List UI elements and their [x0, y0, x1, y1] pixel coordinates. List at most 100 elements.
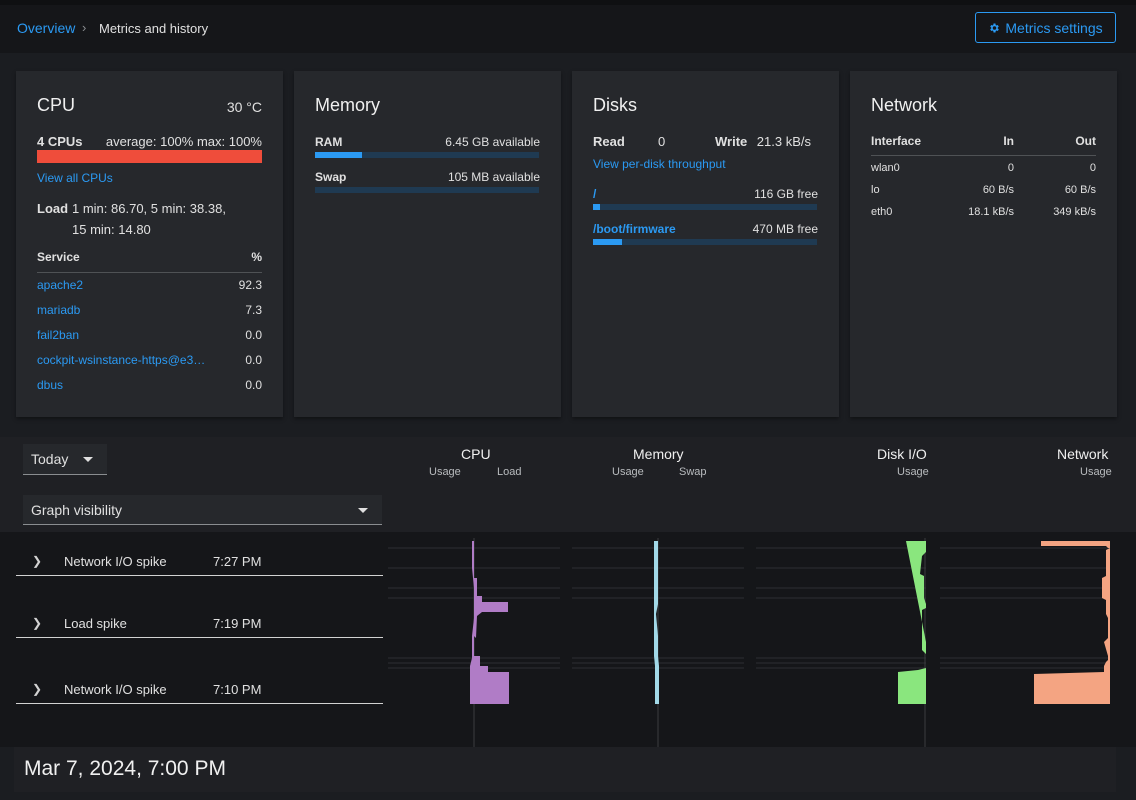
service-percent: 7.3	[245, 303, 262, 317]
service-percent: 0.0	[245, 378, 262, 392]
cpu-temperature: 30 °C	[226, 99, 262, 115]
service-divider	[37, 272, 262, 273]
disks-card: Disks Read 0 Write 21.3 kB/s View per-di…	[572, 71, 839, 417]
memory-swap-subhead: Swap	[679, 466, 707, 478]
memory-usage-subhead: Usage	[612, 466, 644, 478]
service-percent: 0.0	[245, 328, 262, 342]
network-column-title: Network	[1057, 446, 1109, 462]
ram-value: 6.45 GB available	[445, 135, 540, 149]
interface-name: eth0	[871, 206, 893, 218]
cpu-column-title: CPU	[461, 446, 491, 462]
write-label: Write	[715, 134, 748, 149]
cpu-count: 4 CPUs	[37, 134, 83, 149]
per-disk-throughput-link[interactable]: View per-disk throughput	[593, 157, 726, 171]
interface-header: Interface	[871, 134, 922, 148]
service-percent: 92.3	[238, 278, 262, 292]
chevron-right-icon: ❯	[32, 616, 43, 630]
time-range-dropdown[interactable]: Today	[23, 444, 107, 475]
history-graphs	[388, 538, 1110, 747]
service-percent: 0.0	[245, 353, 262, 367]
cpu-card: CPU 30 °C 4 CPUs average: 100% max: 100%…	[16, 71, 283, 417]
out-header: Out	[1075, 134, 1096, 148]
event-label: Load spike	[64, 616, 127, 631]
disk-usage-graph	[898, 541, 926, 704]
chevron-down-icon	[83, 457, 93, 462]
hour-header: Mar 7, 2024, 7:00 PM	[14, 747, 1116, 792]
interface-out: 0	[1089, 162, 1096, 174]
event-time: 7:10 PM	[213, 682, 262, 697]
cpu-load-subhead: Load	[497, 466, 522, 478]
memory-column-title: Memory	[633, 446, 684, 462]
memory-usage-graph	[654, 541, 659, 704]
network-usage-subhead: Usage	[1080, 466, 1112, 478]
chevron-right-icon: ❯	[32, 682, 43, 696]
interface-in: 60 B/s	[982, 184, 1014, 196]
service-name-link[interactable]: fail2ban	[37, 328, 80, 342]
breadcrumb-current: Metrics and history	[99, 21, 209, 36]
mount-free: 470 MB free	[752, 222, 818, 236]
cpu-usage-bar	[37, 150, 262, 163]
service-name-link[interactable]: apache2	[37, 278, 84, 292]
swap-label: Swap	[315, 170, 347, 184]
mount-free: 116 GB free	[754, 187, 818, 201]
load-line-2: 15 min: 14.80	[72, 222, 151, 237]
time-range-value: Today	[31, 451, 69, 467]
read-label: Read	[593, 134, 625, 149]
event-time: 7:19 PM	[213, 616, 262, 631]
view-all-cpus-link[interactable]: View all CPUs	[37, 171, 113, 185]
memory-title: Memory	[315, 95, 381, 115]
interface-out: 60 B/s	[1064, 184, 1096, 196]
mount-path-link[interactable]: /boot/firmware	[593, 222, 676, 236]
interface-in: 0	[1007, 162, 1014, 174]
read-value: 0	[658, 134, 666, 149]
mount-usage-bar	[593, 204, 817, 210]
disk-usage-subhead: Usage	[897, 466, 929, 478]
interface-divider	[871, 155, 1096, 156]
load-label: Load	[37, 201, 69, 216]
cpu-usage-subhead: Usage	[429, 466, 461, 478]
metrics-settings-button[interactable]: Metrics settings	[975, 12, 1116, 43]
history-controls: Today Graph visibility CPU Usage Load Me…	[0, 437, 1136, 532]
breadcrumb-separator-icon: ›	[82, 20, 87, 35]
mount-path-link[interactable]: /	[593, 187, 597, 201]
interface-in: 18.1 kB/s	[968, 206, 1014, 218]
metrics-settings-label: Metrics settings	[1005, 19, 1103, 36]
event-row[interactable]: ❯ Load spike 7:19 PM	[16, 602, 383, 638]
graph-axis-lines	[473, 538, 926, 747]
event-label: Network I/O spike	[64, 554, 167, 569]
swap-value: 105 MB available	[447, 170, 540, 184]
graph-visibility-label: Graph visibility	[31, 502, 123, 518]
percent-header: %	[251, 250, 262, 264]
in-header: In	[1003, 134, 1014, 148]
event-row[interactable]: ❯ Network I/O spike 7:10 PM	[16, 668, 383, 704]
cpu-usage-text: average: 100% max: 100%	[105, 134, 262, 149]
network-card: Network Interface In Out wlan0 0 0 lo 60 B/s…	[850, 71, 1117, 417]
cpu-usage-graph	[470, 541, 509, 704]
chevron-right-icon: ❯	[32, 554, 43, 568]
disks-title: Disks	[593, 95, 637, 115]
ram-label: RAM	[315, 135, 343, 149]
interface-out: 349 kB/s	[1053, 206, 1096, 218]
event-row[interactable]: ❯ Network I/O spike 7:27 PM	[16, 540, 383, 576]
breadcrumb-overview-link[interactable]: Overview	[17, 20, 76, 36]
write-value: 21.3 kB/s	[756, 134, 811, 149]
hour-label: Mar 7, 2024, 7:00 PM	[24, 757, 226, 780]
page-header: Overview › Metrics and history Metrics s…	[0, 5, 1136, 53]
top-strip	[0, 0, 1136, 5]
service-name-link[interactable]: cockpit-wsinstance-https@e3…	[37, 353, 206, 367]
swap-bar	[315, 187, 539, 193]
graph-visibility-dropdown[interactable]: Graph visibility	[23, 495, 382, 525]
mount-usage-bar	[593, 239, 817, 245]
service-name-link[interactable]: dbus	[37, 378, 64, 392]
service-header: Service	[37, 250, 80, 264]
service-name-link[interactable]: mariadb	[37, 303, 81, 317]
ram-bar-fill	[315, 152, 363, 158]
cpu-title: CPU	[37, 95, 76, 115]
mount-usage-bar-fill	[593, 204, 600, 210]
network-title: Network	[871, 95, 938, 115]
event-label: Network I/O spike	[64, 682, 167, 697]
disk-io-column-title: Disk I/O	[877, 446, 927, 462]
interface-name: lo	[871, 184, 880, 196]
chevron-down-icon	[358, 508, 368, 513]
network-usage-graph	[1034, 541, 1110, 704]
